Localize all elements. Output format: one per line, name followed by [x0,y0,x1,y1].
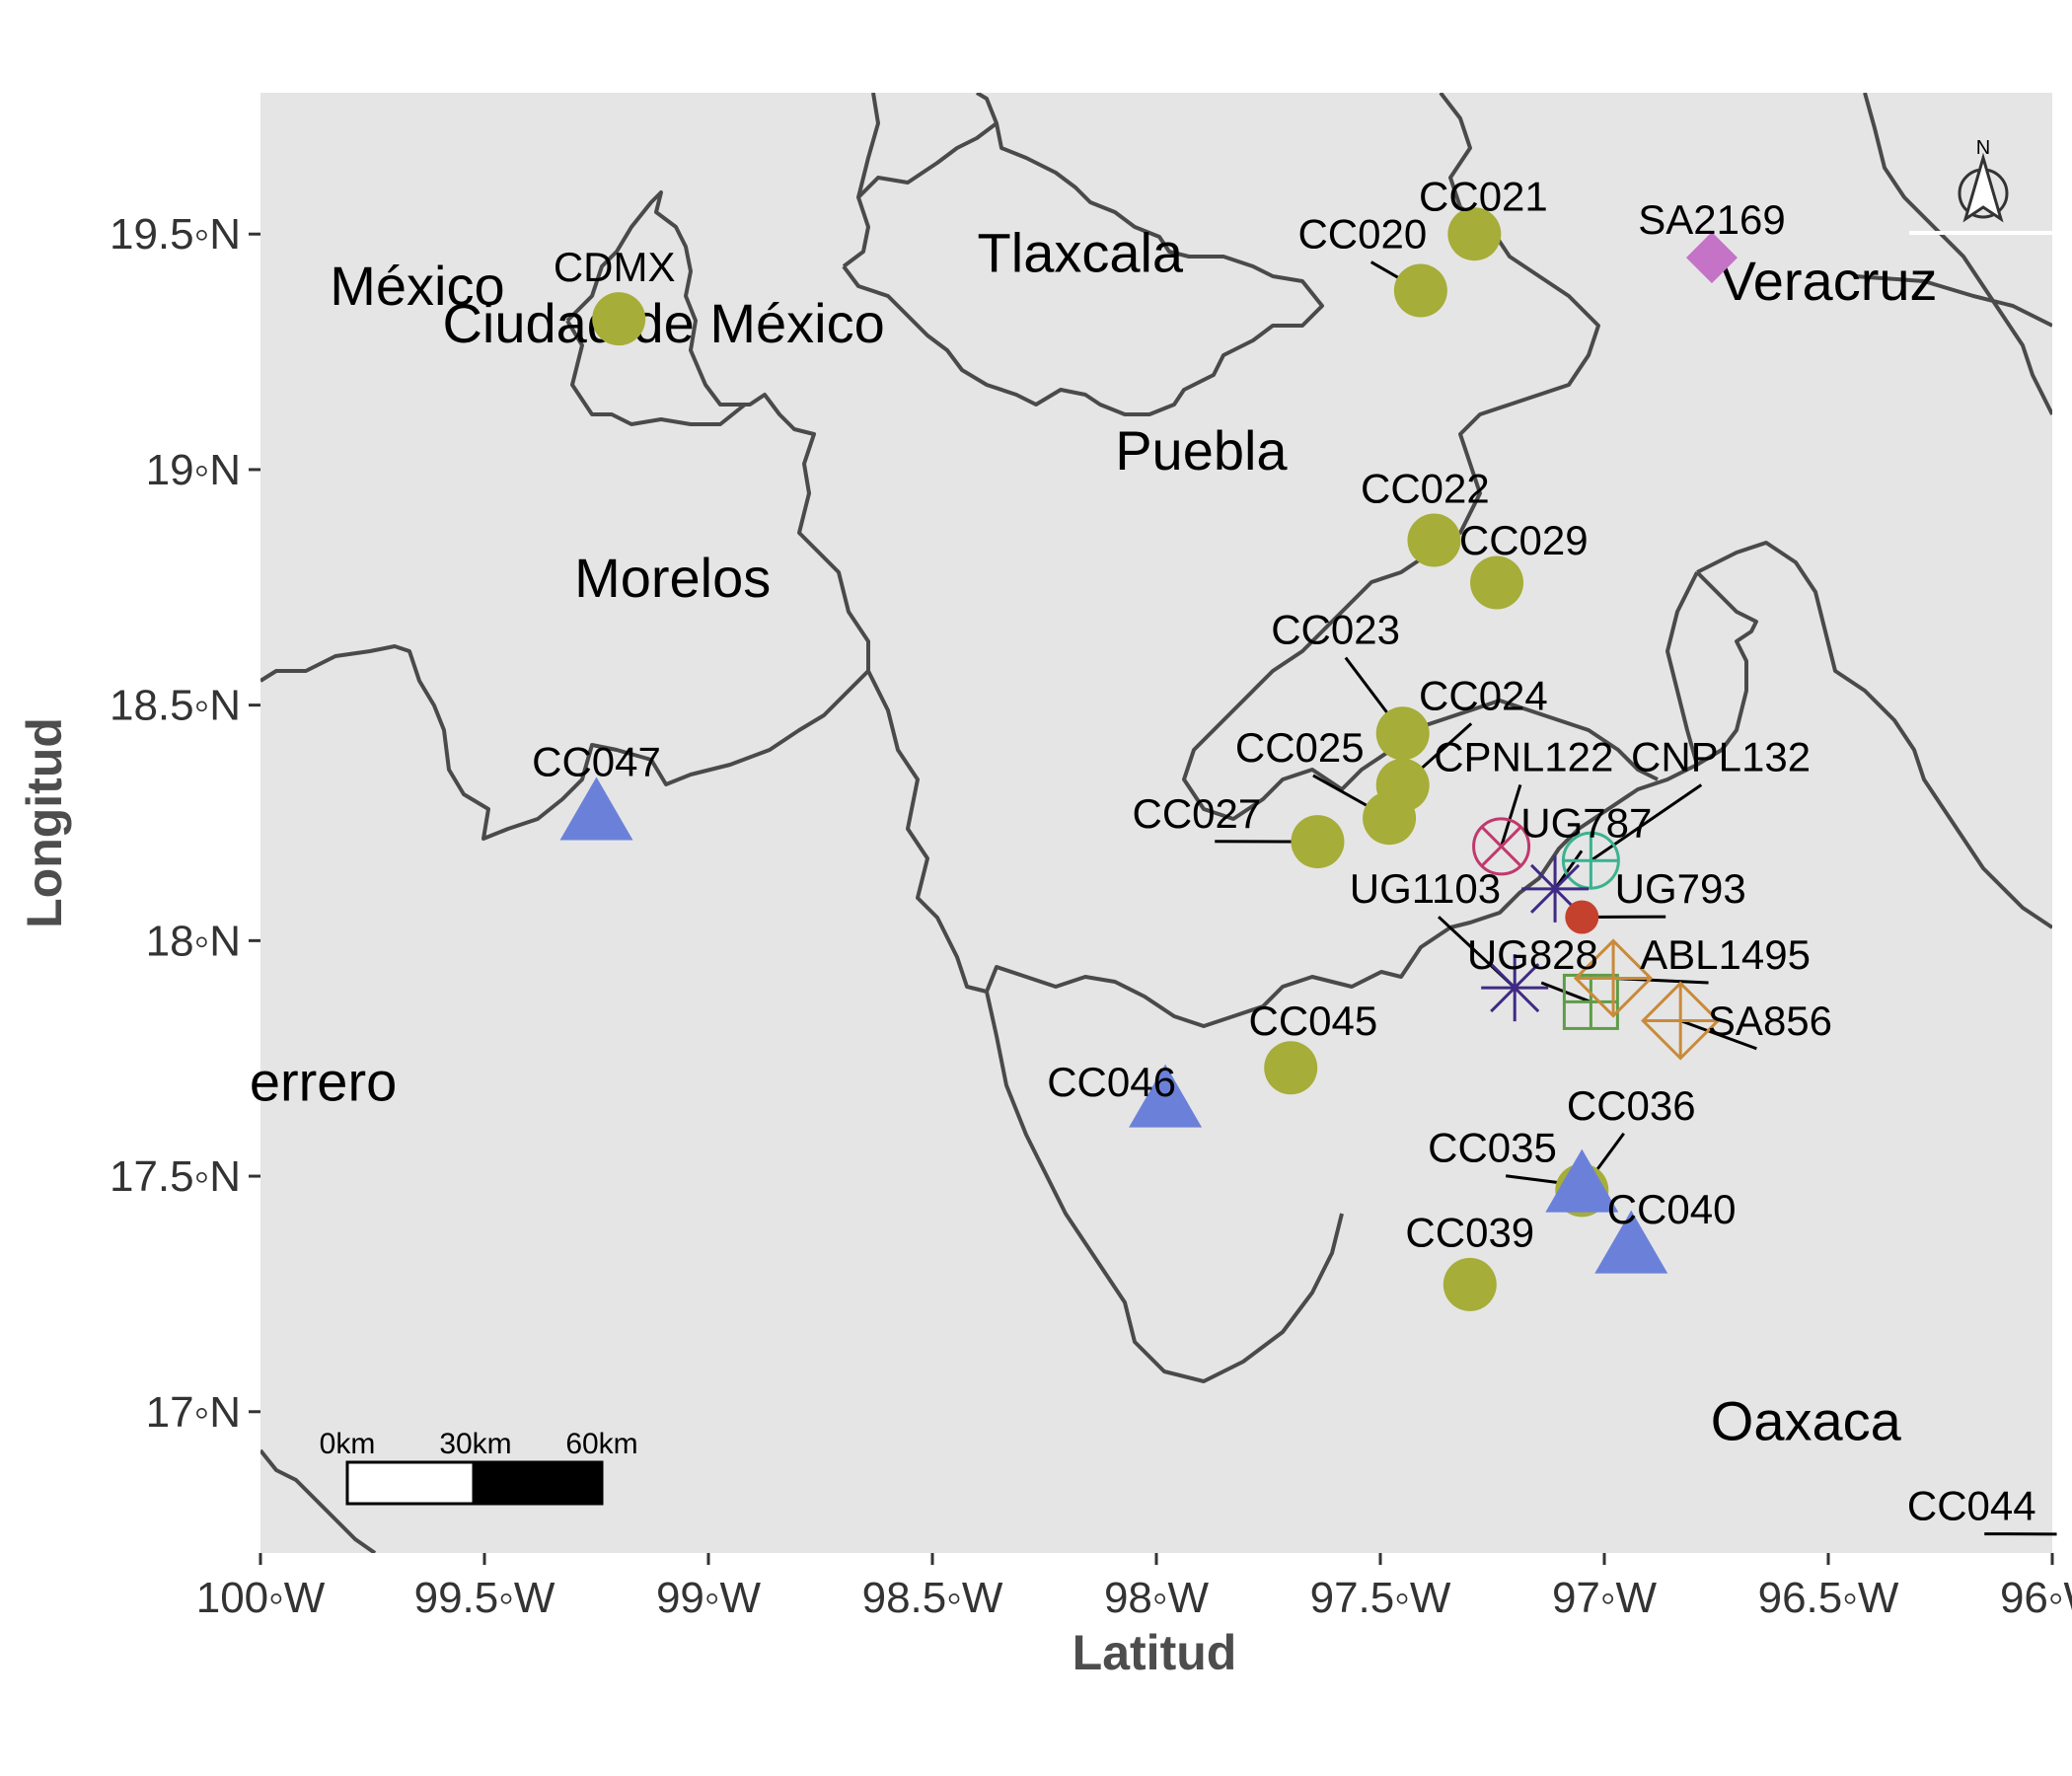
state-label: Morelos [574,547,771,609]
x-tick-label: 99◦W [656,1574,762,1622]
site-marker [1481,954,1549,1022]
site-label: UG793 [1615,865,1746,912]
x-tick-label: 98◦W [1104,1574,1210,1622]
x-axis-title: Latitud [1073,1625,1237,1680]
state-label: Oaxaca [1711,1389,1902,1451]
site-label: CC039 [1405,1210,1534,1256]
site-label: CC023 [1271,607,1400,653]
state-label: México [330,255,504,317]
x-tick-label: 96.5◦W [1758,1574,1899,1622]
site-marker [1375,706,1430,761]
site-marker [1470,555,1524,610]
x-tick-label: 97◦W [1552,1574,1658,1622]
site-marker [1291,815,1345,869]
state-label: Veracruz [1720,250,1938,312]
site-marker [1573,938,1654,1018]
site-marker [1545,1148,1619,1213]
site-marker [1561,831,1620,890]
site-label: CC044 [1907,1483,2036,1529]
site-label: SA2169 [1638,196,1785,243]
site-label: CC040 [1607,1186,1737,1232]
site-label: UG787 [1520,799,1652,846]
leader-line [1590,783,1703,862]
state-label: Puebla [1115,419,1288,481]
site-label: CC025 [1235,724,1365,771]
site-label: CC021 [1419,173,1548,219]
y-tick-label: 17◦N [146,1388,241,1437]
site-marker [1407,513,1461,567]
site-label: CPNL122 [1434,733,1613,779]
site-marker [1443,1257,1497,1311]
site-marker [592,292,646,346]
scale-bar: 0km 30km 60km [320,1428,638,1506]
site-marker [1447,207,1502,261]
north-arrow-label: N [1976,137,1990,159]
x-tick-label: 96◦W [2000,1574,2072,1622]
north-arrow: N [1958,137,2009,223]
site-marker [1472,817,1531,876]
site-label: CC020 [1297,211,1427,258]
site-marker [559,777,633,841]
y-axis-title: Longitud [17,717,72,928]
leader-line [1500,784,1522,848]
site-marker [1641,981,1721,1061]
y-axis: 19.5◦N 19◦N 18.5◦N 18◦N 17.5◦N 17◦N [110,210,260,1437]
site-label: UG1103 [1350,865,1501,912]
site-label: CC022 [1361,465,1490,511]
site-label: CC047 [532,738,661,784]
state-borders [260,93,2052,1553]
site-marker [1393,263,1447,318]
site-label: CC046 [1047,1059,1176,1105]
scale-label-60: 60km [565,1428,637,1460]
site-marker [1594,1210,1668,1274]
x-tick-label: 100◦W [196,1574,326,1622]
x-tick-label: 99.5◦W [414,1574,555,1622]
site-label: CC029 [1459,517,1589,563]
site-marker [1565,900,1599,934]
x-tick-label: 98.5◦W [862,1574,1003,1622]
site-label: SA856 [1708,998,1832,1044]
site-label: ABL1495 [1640,931,1811,978]
leader-line [1679,1019,1757,1051]
scale-label-0: 0km [320,1428,376,1460]
site-label: CC036 [1567,1082,1696,1129]
site-label: CC024 [1419,672,1548,718]
site-label: CDMX [554,244,676,290]
x-tick-label: 97.5◦W [1310,1574,1451,1622]
site-marker [1264,1041,1318,1095]
state-label: Ciudad de México [442,292,884,354]
y-tick-label: 19.5◦N [110,210,241,259]
y-tick-label: 19◦N [146,446,241,494]
site-markers [559,207,1738,1311]
site-label: CNPL132 [1631,733,1811,779]
site-label: CC027 [1132,790,1261,837]
x-axis: 100◦W 99.5◦W 99◦W 98.5◦W 98◦W 97.5◦W 97◦W 96.5◦… [196,1553,2072,1622]
site-marker [1685,232,1738,284]
site-label: CC035 [1428,1125,1557,1171]
scale-bar-white [345,1460,476,1506]
north-arrow-needle [1962,152,2004,223]
site-label: CC045 [1249,998,1378,1044]
y-tick-label: 18.5◦N [110,682,241,730]
site-label: UG828 [1467,931,1598,978]
y-tick-label: 17.5◦N [110,1152,241,1201]
site-marker [1562,973,1619,1030]
leader-line [1540,981,1591,1003]
site-marker [1363,791,1417,846]
site-marker [1129,1064,1203,1128]
state-label: errero [250,1051,397,1113]
scale-bar-black [472,1460,604,1506]
plot-panel [260,93,2052,1553]
state-label: Tlaxcala [978,221,1184,283]
y-tick-label: 18◦N [146,917,241,965]
scale-label-30: 30km [439,1428,511,1460]
